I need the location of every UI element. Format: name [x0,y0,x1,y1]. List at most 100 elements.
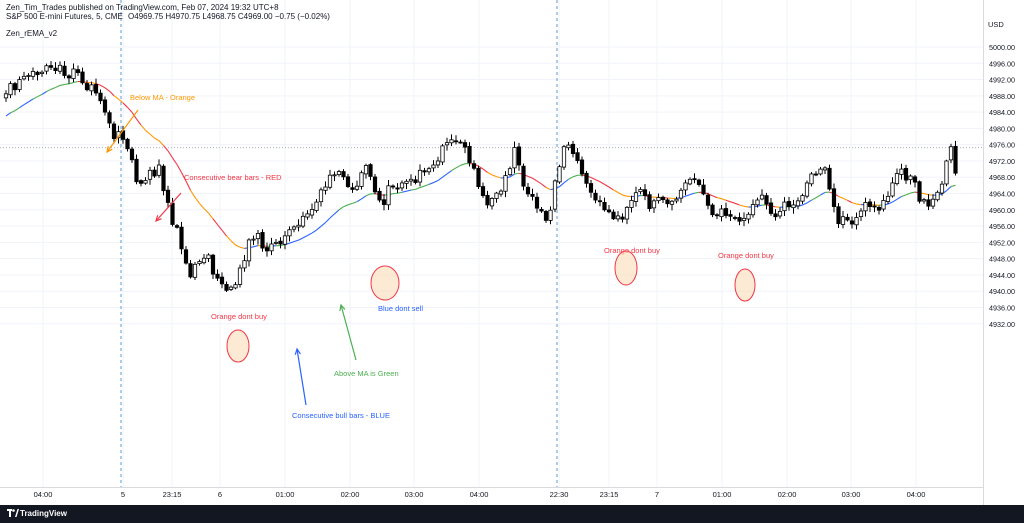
price-axis: 5000.00 4996.00 4992.00 4988.00 4984.00 4980.… [989,43,1015,329]
bear-candle [377,190,382,201]
bear-candle [264,247,270,252]
ema-segment [136,118,142,126]
bear-candle [764,195,769,205]
tradingview-logo-icon[interactable] [7,509,19,518]
bull-candle [444,142,450,146]
ema-line [5,80,956,249]
annotation-arrow [340,304,357,361]
bear-candle [692,178,697,181]
bull-candle [17,79,22,90]
bull-candle [633,192,639,202]
highlight-circle [734,268,756,302]
bull-candle [57,64,63,72]
ema-segment [307,232,313,237]
bear-candle [705,194,711,206]
ema-segment [536,180,542,185]
bull-candle [359,172,364,187]
bull-candle [251,238,256,241]
bull-candle [494,192,499,199]
indicator-label[interactable]: Zen_rEMA_v2 [6,29,58,38]
ema-segment [685,194,691,197]
bear-candle [350,187,355,190]
bear-candle [602,201,607,211]
ema-segment [172,157,178,165]
bull-candle [561,146,567,168]
ema-segment [280,244,286,247]
ema-segment [118,98,124,104]
bear-candle [93,84,99,94]
ema-segment [253,245,259,248]
ema-segment [68,81,74,85]
bull-candle [327,174,333,188]
ema-segment [563,178,569,184]
bull-candle [296,224,301,228]
price-chart[interactable]: Below MA - Orange Consecutive bear bars -… [0,0,1024,505]
ema-segment [509,173,515,178]
bear-candle [647,194,652,209]
ema-segment [149,133,155,139]
ema-segment [320,222,326,227]
price-tick-label: 4936.00 [989,303,1015,312]
ema-segment [806,199,812,204]
bear-candle [665,199,670,205]
bear-candle [953,145,958,174]
bear-candle [867,201,873,207]
ema-segment [217,224,223,231]
bull-candle [908,175,913,181]
bear-candle [395,187,400,190]
ema-segment [496,176,502,179]
bear-candle [75,69,81,74]
time-axis: 04:00 5 23:15 6 01:00 02:00 03:00 04:00 22:30 23:… [34,490,926,499]
currency-label[interactable]: USD [988,20,1004,29]
bull-candle [386,185,391,206]
ema-segment [950,184,956,188]
bull-candle [246,239,252,262]
ema-segment [532,177,538,182]
ema-segment [10,110,16,114]
ema-segment [73,80,79,83]
bear-candle [696,179,702,185]
ema-segment [176,164,182,173]
bull-candle [255,233,261,240]
ema-segment [595,179,601,183]
ema-segment [23,101,29,106]
ema-segment [887,201,893,205]
ema-segment [730,201,736,204]
bull-candle [192,263,198,278]
ema-segment [356,198,362,203]
bull-candle [503,175,508,192]
price-tick-label: 4984.00 [989,108,1015,117]
time-tick-label: 01:00 [713,490,732,499]
ema-segment [815,194,821,199]
bull-candle [300,215,306,227]
bear-candle [620,216,625,220]
ema-segment [572,174,578,178]
bear-candle [701,184,706,195]
bull-candle [939,183,945,194]
ema-segment [712,195,718,199]
publisher-text: Zen_Tim_Trades published on TradingView.… [6,3,279,12]
bull-candle [822,167,828,171]
highlight-circle [370,265,400,301]
time-tick-label: 01:00 [276,490,295,499]
bear-candle [165,189,171,203]
time-tick-label: 04:00 [470,490,489,499]
ema-segment [239,246,245,249]
bull-candle [683,182,688,191]
price-tick-label: 4988.00 [989,92,1015,101]
ema-segment [185,180,191,191]
bear-candle [390,185,396,188]
ema-segment [487,171,493,176]
ema-segment [361,195,367,200]
ema-segment [442,173,448,178]
footer-brand[interactable]: TradingView [20,509,67,518]
ema-segment [316,225,322,231]
bear-candle [84,83,90,91]
ema-segment [451,167,457,172]
bull-candle [881,200,886,210]
bull-candle [489,198,495,207]
bear-candle [516,146,522,166]
ema-segment [491,174,497,178]
bear-candle [219,276,225,285]
